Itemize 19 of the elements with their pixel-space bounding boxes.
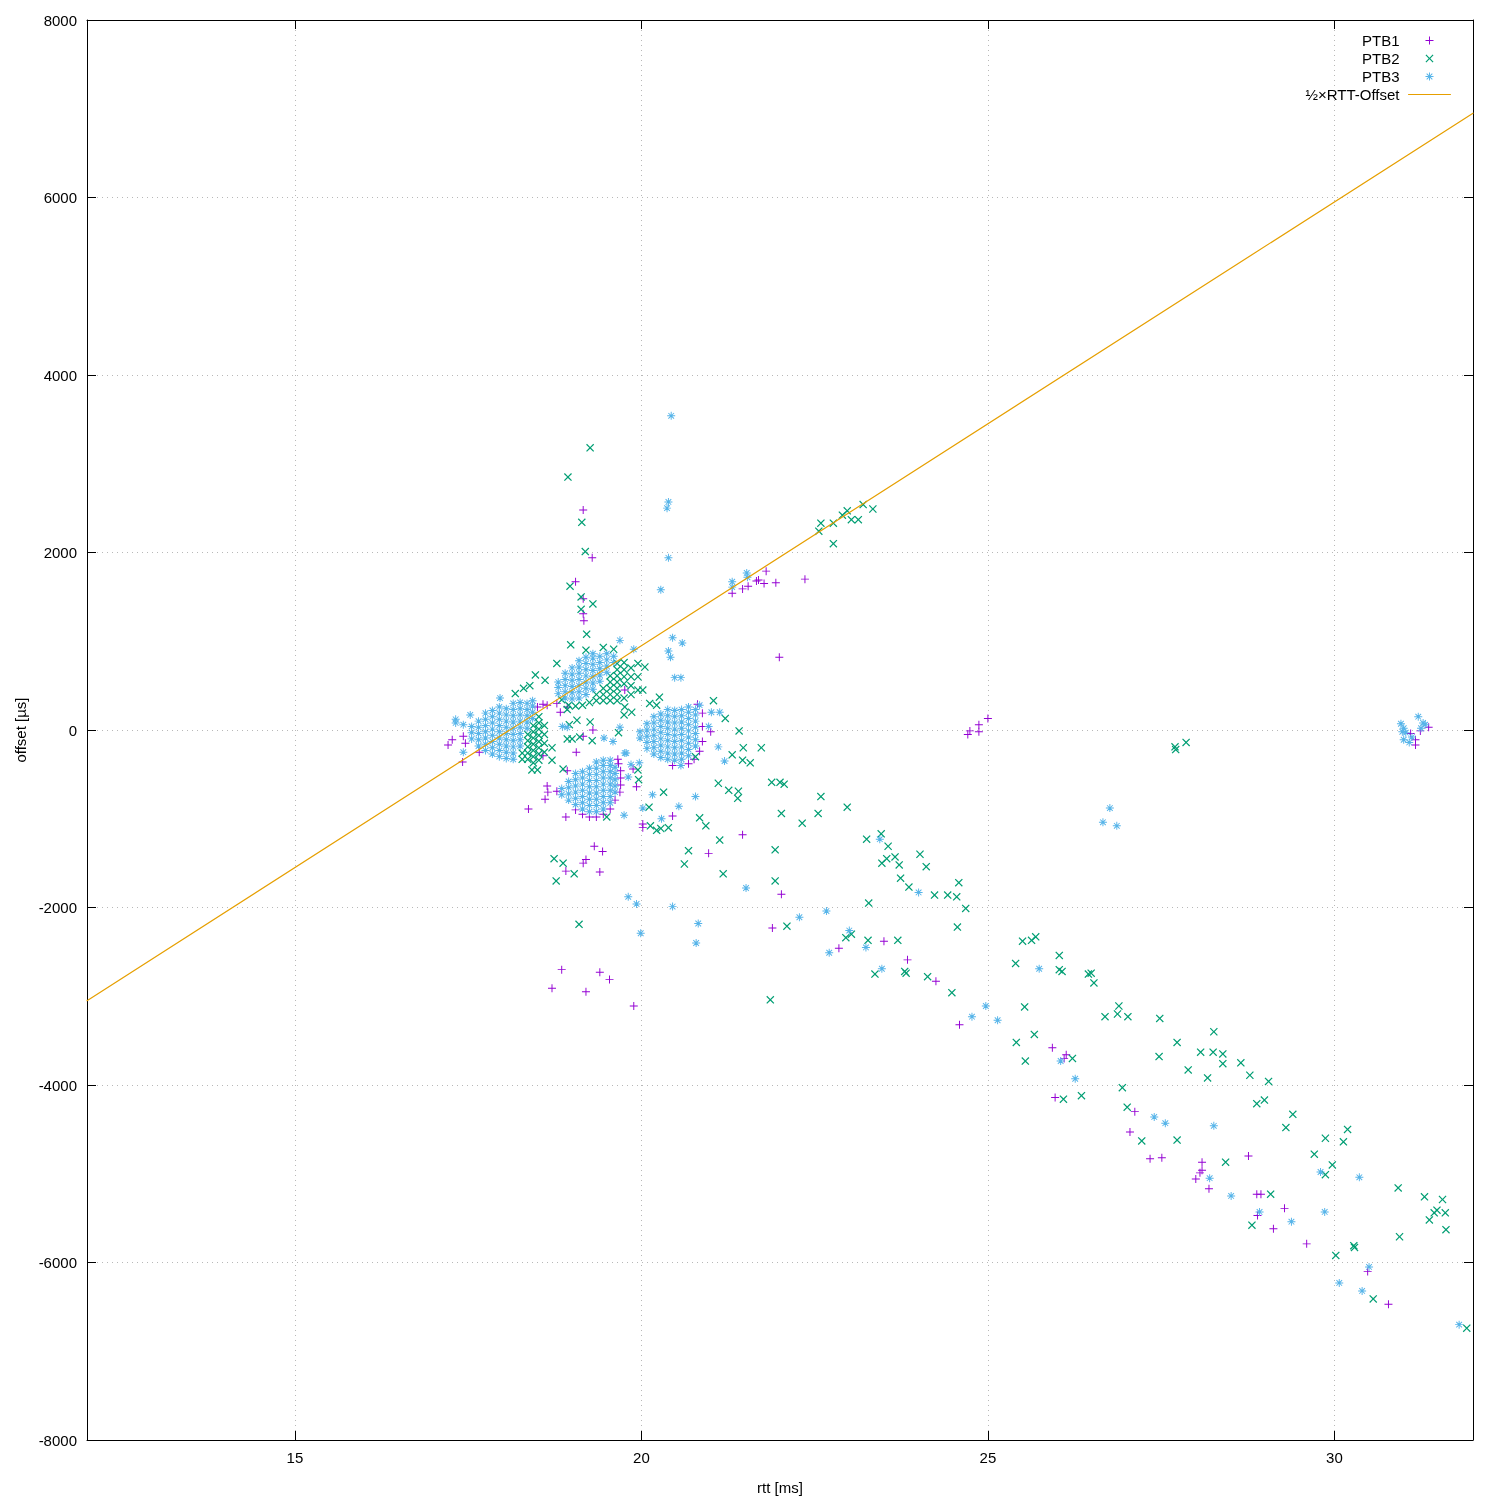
y-tick-label: 0 [68, 721, 77, 739]
x-axis-title: rtt [ms] [757, 1479, 803, 1496]
y-tick-label: 4000 [43, 366, 77, 384]
y-tick-label: 6000 [43, 189, 77, 206]
legend-label: ½×RTT-Offset [1305, 86, 1401, 103]
y-tick-label: -6000 [38, 1254, 77, 1271]
legend-label: PTB2 [1361, 50, 1400, 67]
y-tick-label: -2000 [38, 899, 77, 916]
x-tick-label: 15 [286, 1449, 304, 1466]
y-axis-title: offset [µs] [11, 697, 29, 763]
y-tick-label: -8000 [38, 1431, 77, 1449]
x-tick-label: 30 [1326, 1449, 1343, 1466]
y-tick-label: 2000 [43, 544, 77, 561]
x-tick-label: 25 [979, 1449, 997, 1466]
x-tick-label: 20 [633, 1449, 650, 1466]
y-tick-label: 8000 [43, 11, 77, 29]
legend-label: PTB3 [1361, 68, 1400, 85]
y-tick-label: -4000 [38, 1076, 77, 1094]
legend-label: PTB1 [1361, 32, 1400, 49]
